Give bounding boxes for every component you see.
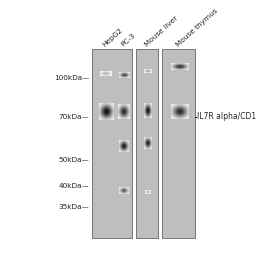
Bar (136, 49, 158, 239)
Text: PC-3: PC-3 (120, 32, 136, 48)
Text: 100kDa—: 100kDa— (54, 75, 90, 81)
Bar (162, 49, 195, 239)
Text: 70kDa—: 70kDa— (59, 114, 90, 120)
Text: IL7R alpha/CD127: IL7R alpha/CD127 (197, 112, 256, 121)
Text: 40kDa—: 40kDa— (59, 183, 90, 189)
Bar (162, 49, 195, 239)
Bar (92, 49, 132, 239)
Bar (136, 49, 158, 239)
Bar (92, 49, 132, 239)
Text: Mouse liver: Mouse liver (143, 15, 179, 48)
Text: Mouse thymus: Mouse thymus (175, 7, 219, 48)
Text: 50kDa—: 50kDa— (59, 157, 90, 163)
Text: HepG2: HepG2 (101, 26, 124, 48)
Text: 35kDa—: 35kDa— (59, 204, 90, 210)
